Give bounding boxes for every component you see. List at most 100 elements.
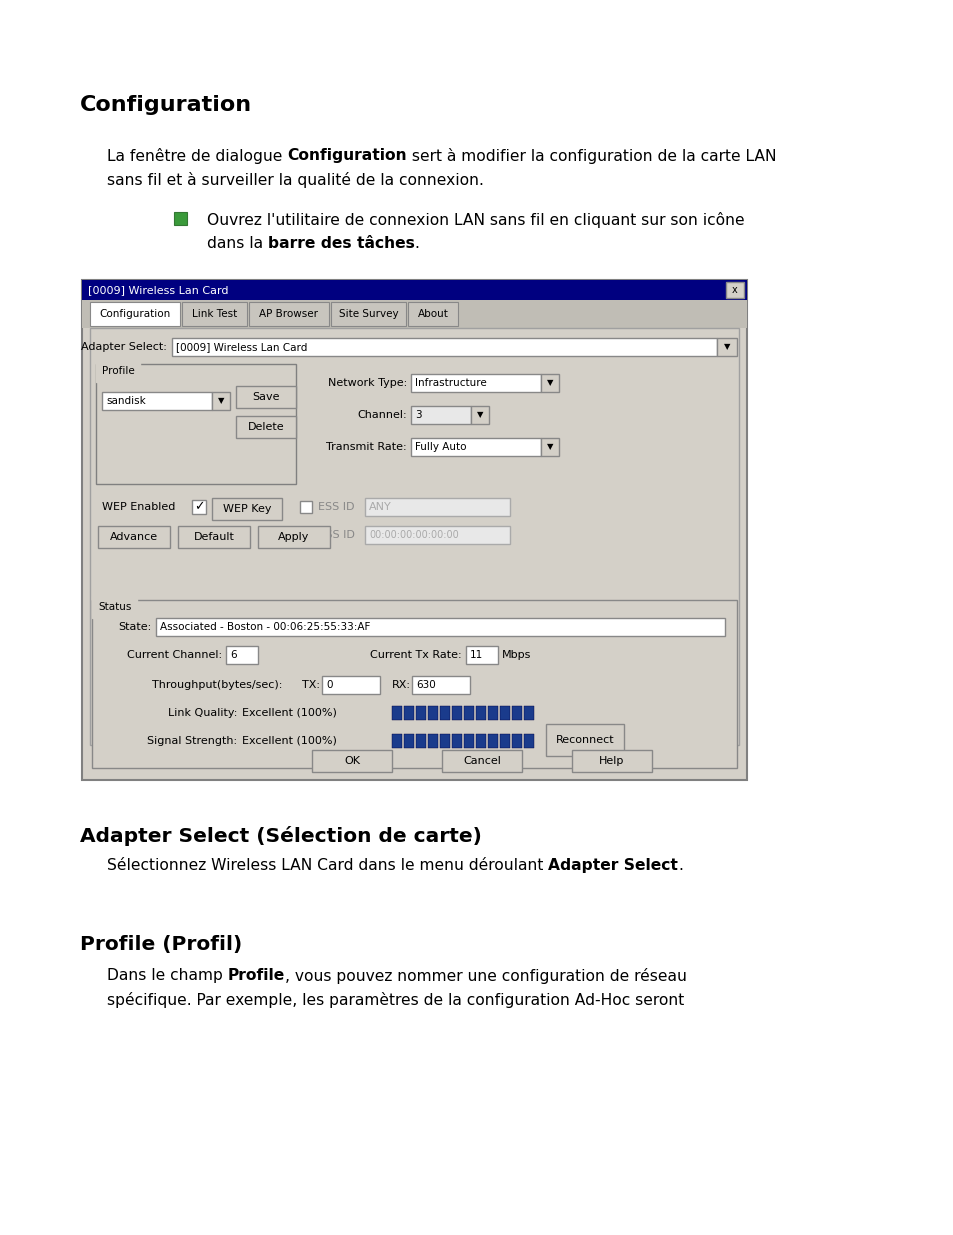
Text: About: About xyxy=(417,309,448,319)
Text: 630: 630 xyxy=(416,680,436,690)
Text: La fenêtre de dialogue: La fenêtre de dialogue xyxy=(107,148,287,164)
Text: , vous pouvez nommer une configuration de réseau: , vous pouvez nommer une configuration d… xyxy=(285,968,686,984)
Bar xyxy=(717,338,737,356)
Bar xyxy=(235,387,295,408)
Bar xyxy=(428,706,437,720)
Text: ▼: ▼ xyxy=(546,442,553,452)
Text: 3: 3 xyxy=(415,410,421,420)
Bar xyxy=(488,734,497,748)
Text: 00:00:00:00:00:00: 00:00:00:00:00:00 xyxy=(369,530,458,540)
Bar xyxy=(403,706,414,720)
Bar xyxy=(439,734,450,748)
Bar xyxy=(412,676,470,694)
Text: Help: Help xyxy=(598,756,624,766)
Bar xyxy=(82,280,746,781)
Text: ▼: ▼ xyxy=(546,378,553,388)
Bar xyxy=(416,706,426,720)
Bar xyxy=(96,364,295,484)
Text: ▼: ▼ xyxy=(723,342,729,352)
Bar xyxy=(465,646,497,664)
Text: Dans le champ: Dans le champ xyxy=(107,968,228,983)
Bar xyxy=(512,734,521,748)
Text: Configuration: Configuration xyxy=(99,309,171,319)
Bar xyxy=(172,338,717,356)
Bar xyxy=(156,618,724,636)
Text: Fully Auto: Fully Auto xyxy=(415,442,466,452)
Bar xyxy=(91,600,737,768)
Text: Transmit Rate:: Transmit Rate: xyxy=(326,442,407,452)
Text: ▼: ▼ xyxy=(217,396,224,405)
Text: Channel:: Channel: xyxy=(357,410,407,420)
Text: Profile: Profile xyxy=(102,366,134,375)
Bar xyxy=(512,706,521,720)
Bar xyxy=(411,406,471,424)
Bar xyxy=(322,676,379,694)
Bar xyxy=(331,303,406,326)
Bar xyxy=(90,303,180,326)
Text: RX:: RX: xyxy=(392,680,411,690)
Bar xyxy=(411,438,540,456)
Bar xyxy=(392,734,401,748)
Text: Excellent (100%): Excellent (100%) xyxy=(242,708,336,718)
Bar xyxy=(90,329,739,745)
Text: Adapter Select: Adapter Select xyxy=(548,858,678,873)
Text: 6: 6 xyxy=(230,650,236,659)
Bar xyxy=(212,498,282,520)
Bar xyxy=(452,734,461,748)
Bar xyxy=(523,706,534,720)
Text: Excellent (100%): Excellent (100%) xyxy=(242,736,336,746)
Text: spécifique. Par exemple, les paramètres de la configuration Ad-Hoc seront: spécifique. Par exemple, les paramètres … xyxy=(107,992,683,1008)
Bar xyxy=(411,374,540,391)
Text: Delete: Delete xyxy=(248,422,284,432)
Text: Signal Strength:: Signal Strength: xyxy=(147,736,236,746)
Text: Profile: Profile xyxy=(228,968,285,983)
Bar xyxy=(523,734,534,748)
Bar xyxy=(182,303,247,326)
Text: 0: 0 xyxy=(326,680,333,690)
Text: sert à modifier la configuration de la carte LAN: sert à modifier la configuration de la c… xyxy=(406,148,776,164)
Text: Current Tx Rate:: Current Tx Rate: xyxy=(370,650,461,659)
Text: WEP Enabled: WEP Enabled xyxy=(102,501,175,513)
Bar xyxy=(403,734,414,748)
Text: [0009] Wireless Lan Card: [0009] Wireless Lan Card xyxy=(175,342,307,352)
Bar xyxy=(416,734,426,748)
Bar xyxy=(499,734,510,748)
Text: Save: Save xyxy=(252,391,279,403)
Text: Sélectionnez Wireless LAN Card dans le menu déroulant: Sélectionnez Wireless LAN Card dans le m… xyxy=(107,858,548,873)
Bar xyxy=(299,501,312,513)
Bar xyxy=(572,750,651,772)
Bar xyxy=(178,526,250,548)
Text: Site Survey: Site Survey xyxy=(338,309,398,319)
Bar xyxy=(408,303,457,326)
Text: TX:: TX: xyxy=(302,680,319,690)
Bar xyxy=(102,391,212,410)
Bar xyxy=(312,750,392,772)
Text: State:: State: xyxy=(118,622,152,632)
Bar xyxy=(235,416,295,438)
Bar xyxy=(439,706,450,720)
Bar xyxy=(392,706,401,720)
Text: Profile (Profil): Profile (Profil) xyxy=(80,935,242,953)
Bar xyxy=(499,706,510,720)
Text: ANY: ANY xyxy=(369,501,392,513)
Bar xyxy=(192,500,206,514)
Bar xyxy=(540,438,558,456)
Bar xyxy=(299,529,312,541)
Text: Status: Status xyxy=(98,601,132,613)
Text: Infrastructure: Infrastructure xyxy=(415,378,486,388)
Bar xyxy=(82,280,746,300)
Bar xyxy=(545,724,623,756)
Bar xyxy=(428,734,437,748)
Bar xyxy=(226,646,257,664)
Text: BSS ID: BSS ID xyxy=(317,530,355,540)
Bar xyxy=(725,282,743,298)
Text: barre des tâches: barre des tâches xyxy=(268,236,415,251)
Text: ESS ID: ESS ID xyxy=(317,501,355,513)
Text: WEP Key: WEP Key xyxy=(222,504,271,514)
Bar xyxy=(212,391,230,410)
Text: ✓: ✓ xyxy=(193,500,204,514)
Text: Cancel: Cancel xyxy=(462,756,500,766)
Text: .: . xyxy=(415,236,419,251)
Text: Configuration: Configuration xyxy=(287,148,406,163)
Text: ▼: ▼ xyxy=(476,410,483,420)
